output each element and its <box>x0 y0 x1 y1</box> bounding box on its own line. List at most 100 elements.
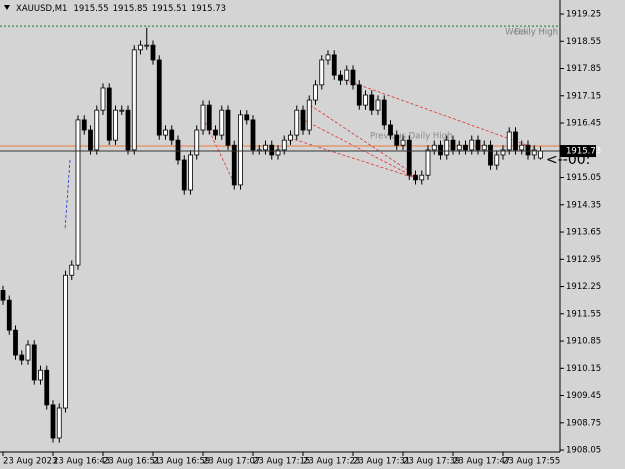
candle-body <box>194 129 200 156</box>
candle-body <box>525 144 531 156</box>
candle-body <box>363 94 368 106</box>
candle-body <box>156 59 162 136</box>
y-tick-label: 1912.25 <box>566 282 601 292</box>
candle-body <box>313 84 318 101</box>
candle-body <box>6 299 12 331</box>
candle-body <box>206 104 212 131</box>
candle-body <box>181 159 187 191</box>
level-label: Daily High <box>514 28 558 38</box>
y-tick-label: 1913.65 <box>566 228 601 238</box>
x-tick-label: 23 Aug 16:59 <box>153 457 210 467</box>
candle-body <box>494 154 500 166</box>
candle-body <box>25 344 31 361</box>
x-tick-label: 23 Aug 17:47 <box>453 457 510 467</box>
candle-body <box>513 131 518 151</box>
x-tick-label: 23 Aug 17:31 <box>353 457 410 467</box>
bid-label-bg <box>560 145 596 158</box>
candle-body <box>13 329 18 356</box>
candle-body <box>100 87 106 111</box>
candle-body <box>275 149 281 156</box>
candle-body <box>88 129 93 151</box>
candle-body <box>106 87 112 141</box>
candle-body <box>381 99 387 126</box>
y-tick-label: 1912.95 <box>566 255 601 265</box>
x-tick-label: 23 Aug 16:43 <box>53 457 110 467</box>
x-tick-label: 23 Aug 17:23 <box>303 457 360 467</box>
level-label: Weekly High <box>505 28 558 38</box>
candle-body <box>444 139 450 156</box>
candle-body <box>231 144 237 186</box>
candle-body <box>431 144 437 151</box>
candle-body <box>0 290 6 301</box>
candle-body <box>131 49 137 151</box>
annotation: Previous Daily High <box>370 132 452 142</box>
candle-body <box>450 139 456 151</box>
candle-body <box>519 144 525 151</box>
candle-body <box>19 354 25 361</box>
candle-body <box>288 134 293 141</box>
candle-body <box>94 109 100 151</box>
x-tick-label: 23 Aug 17:15 <box>253 457 310 467</box>
candle-body <box>31 344 37 381</box>
y-tick-label: 1908.05 <box>566 446 601 456</box>
candle-body <box>306 99 312 131</box>
candle-body <box>394 134 400 146</box>
x-tick-label: 23 Aug 2023 <box>3 457 57 467</box>
symbol: XAUUSD,M1 <box>16 4 67 14</box>
candle-body <box>338 74 343 81</box>
menu-arrow[interactable] <box>4 5 10 10</box>
candle-body <box>506 131 512 151</box>
chart-header: XAUUSD,M1 1915.55 1915.85 1915.51 1915.73 <box>16 4 226 14</box>
candle-body <box>475 139 481 151</box>
candle-body <box>538 150 543 159</box>
candle-body <box>75 119 81 266</box>
candle-body <box>138 44 143 51</box>
y-tick-label: 1917.15 <box>566 91 601 101</box>
candle-body <box>63 274 68 409</box>
candle-body <box>344 69 350 81</box>
candle-body <box>38 369 43 381</box>
candle-body <box>125 109 131 151</box>
candle-body <box>294 109 300 136</box>
candle-body <box>413 174 418 181</box>
y-tick-label: 1918.55 <box>566 37 601 47</box>
candle-body <box>438 144 443 156</box>
y-tick-label: 1917.85 <box>566 64 601 74</box>
candle-body <box>188 154 193 191</box>
candle-body <box>50 404 56 439</box>
y-tick-label: 1910.15 <box>566 364 601 374</box>
candle-body <box>238 114 243 186</box>
candle-body <box>319 59 325 86</box>
candle-body <box>456 144 462 151</box>
candle-body <box>500 149 506 156</box>
candle-body <box>488 144 493 166</box>
candle-body <box>463 144 468 151</box>
candle-body <box>375 99 381 111</box>
y-tick-label: 1910.85 <box>566 337 601 347</box>
candle-body <box>369 94 375 111</box>
candle-body <box>144 44 150 47</box>
ohlc-high: 1915.85 <box>113 4 148 14</box>
x-tick-label: 23 Aug 17:55 <box>503 457 560 467</box>
candle-body <box>263 144 268 151</box>
candle-body <box>150 44 156 61</box>
y-tick-label: 1915.05 <box>566 173 601 183</box>
candle-body <box>469 139 475 151</box>
y-tick-label: 1916.45 <box>566 119 601 129</box>
y-tick-label: 1914.35 <box>566 200 601 210</box>
candle-body <box>481 144 487 151</box>
x-tick-label: 23 Aug 17:39 <box>403 457 460 467</box>
trend-lines <box>64 77 536 231</box>
candle-body <box>200 104 206 131</box>
candle-body <box>400 139 406 146</box>
ohlc-close: 1915.73 <box>191 4 226 14</box>
y-tick-label: 1909.45 <box>566 391 601 401</box>
candle-body <box>119 109 125 112</box>
candle-body <box>219 109 225 136</box>
candle-body <box>44 369 50 406</box>
candle-body <box>225 109 231 146</box>
ohlc-open: 1915.55 <box>73 4 108 14</box>
candle-body <box>350 69 356 86</box>
y-tick-label: 1911.55 <box>566 309 601 319</box>
